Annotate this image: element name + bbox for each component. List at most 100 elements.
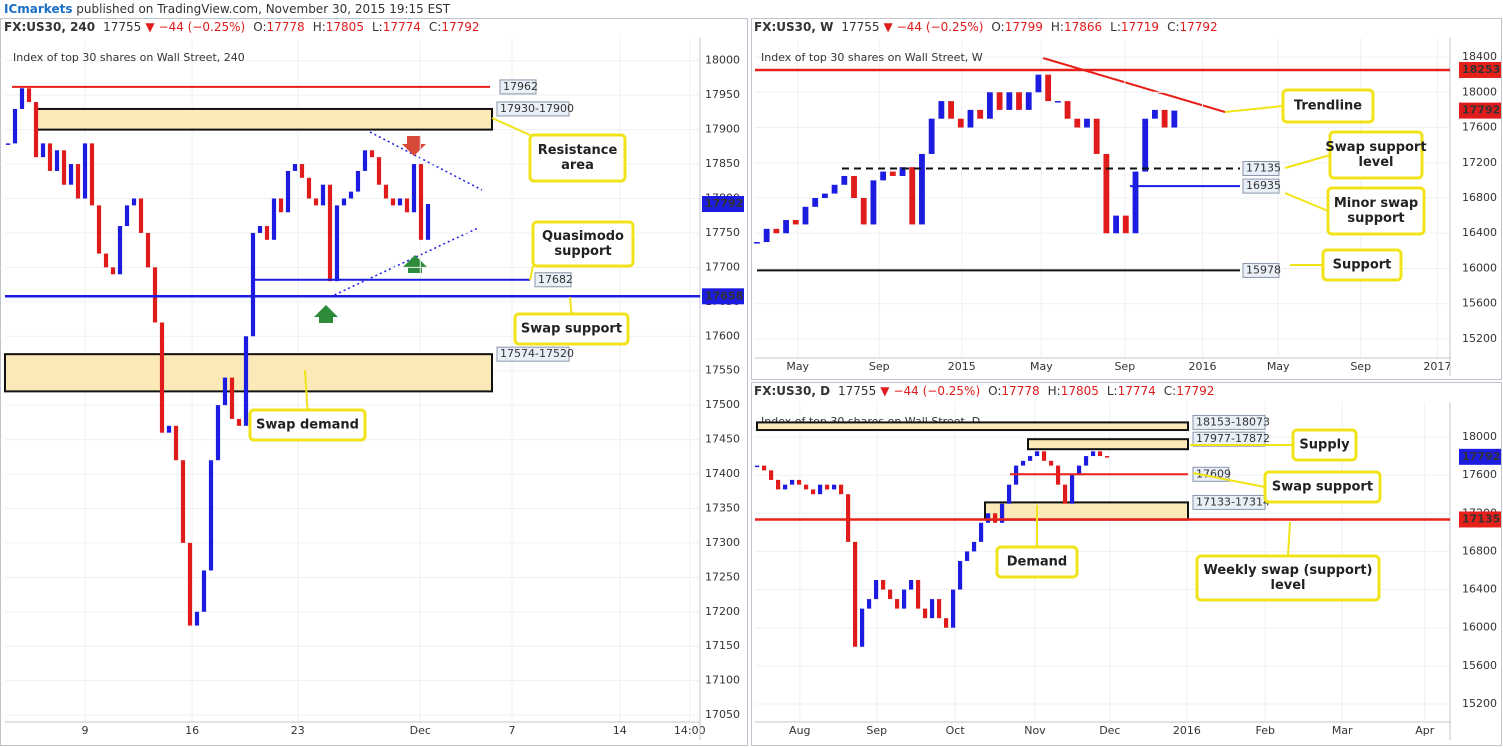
callout-box — [531, 220, 635, 268]
ohlc-label: O: — [253, 20, 266, 34]
chart-title: Index of top 30 shares on Wall Street, W — [761, 51, 983, 64]
candle — [89, 143, 95, 206]
candle — [1104, 456, 1110, 458]
axis-price-label: 17792 — [705, 197, 743, 210]
level-label: 16935 — [1246, 179, 1281, 192]
candle — [831, 484, 837, 490]
callout-text: support — [554, 244, 611, 259]
level-tag — [496, 101, 570, 117]
candle — [957, 118, 964, 128]
candle — [1122, 215, 1129, 234]
y-tick-label: 16800 — [1462, 544, 1497, 557]
level-label: 17135 — [1246, 161, 1281, 174]
x-tick-label: Apr — [1415, 724, 1435, 737]
candle — [103, 253, 109, 268]
candle — [802, 206, 809, 225]
callout-box — [513, 312, 630, 346]
candle — [285, 170, 291, 213]
brand[interactable]: ICmarkets — [4, 2, 72, 16]
zone — [756, 421, 1189, 432]
candle — [117, 226, 123, 275]
candle — [817, 484, 823, 495]
candle — [782, 484, 788, 490]
candle — [383, 184, 389, 199]
x-tick-label: 16 — [185, 724, 199, 737]
y-tick-label: 16800 — [1462, 191, 1497, 204]
x-tick-label: Dec — [1099, 724, 1120, 737]
ohlc-label: O: — [988, 384, 1001, 398]
change-arrow: ▼ — [880, 384, 890, 398]
axis-price-label: 18253 — [1462, 63, 1500, 76]
zone-label: 18153-18073 — [1196, 415, 1270, 428]
candle — [899, 167, 906, 176]
candle — [264, 226, 270, 240]
y-tick-label: 17300 — [705, 536, 740, 549]
candle — [1062, 484, 1068, 504]
publish-header: ICmarkets published on TradingView.com, … — [4, 2, 451, 16]
y-tick-label: 17600 — [705, 329, 740, 342]
callout-pointer — [569, 296, 573, 315]
y-tick-label: 17600 — [1462, 121, 1497, 134]
candle — [978, 522, 984, 542]
candle — [852, 541, 858, 647]
candle — [1076, 465, 1082, 476]
callout-text: Weekly swap (support) — [1203, 563, 1372, 578]
callout-text: support — [1347, 211, 1404, 226]
callout-pointer — [491, 117, 531, 136]
drawing-line — [329, 227, 479, 298]
candle — [1035, 74, 1042, 93]
candle — [1069, 475, 1075, 504]
candle — [859, 608, 865, 647]
y-tick-label: 17550 — [705, 364, 740, 377]
chart-header: FX:US30, 240 17755 ▼ −44 (−0.25%) O:17778 H:1… — [4, 20, 480, 34]
zone — [34, 107, 493, 131]
candle — [1054, 101, 1061, 103]
candle — [950, 589, 956, 628]
ohlc-value: 17778 — [1001, 384, 1039, 398]
x-tick-label: May — [786, 360, 809, 373]
x-tick-label: Sep — [866, 724, 887, 737]
candle — [82, 143, 88, 199]
zone-label: 17133-17314 — [1196, 495, 1270, 508]
x-tick-label: 7 — [508, 724, 515, 737]
y-tick-label: 15600 — [1462, 297, 1497, 310]
candle — [909, 167, 916, 225]
candle — [1113, 215, 1120, 234]
axis-price-tag — [702, 288, 744, 305]
axis-price-tag — [1459, 61, 1501, 78]
candle — [1006, 92, 1013, 110]
candle — [54, 150, 60, 171]
candle — [1161, 109, 1168, 128]
drawing-line — [369, 131, 483, 191]
candle — [938, 101, 945, 119]
y-tick-label: 17500 — [705, 398, 740, 411]
callout-text: Resistance — [538, 143, 618, 158]
callout-text: level — [1358, 155, 1393, 170]
callout-pointer — [1284, 192, 1329, 212]
ohlc-value: 17805 — [326, 20, 364, 34]
ohlc-value: 17792 — [1176, 384, 1214, 398]
panel-border — [751, 18, 1502, 380]
candle — [783, 220, 789, 234]
candle — [1020, 460, 1026, 466]
candle — [919, 153, 925, 225]
y-tick-label: 15600 — [1462, 659, 1497, 672]
y-tick-label: 15200 — [1462, 697, 1497, 710]
candle — [145, 232, 151, 268]
candle — [986, 92, 993, 119]
candle — [5, 143, 11, 145]
candle — [299, 164, 305, 178]
candle — [967, 109, 974, 128]
level-tag — [1242, 262, 1280, 278]
callout-box — [995, 545, 1079, 579]
level-tag — [1192, 414, 1266, 430]
change-arrow: ▼ — [884, 20, 894, 34]
callout-box — [248, 408, 367, 442]
candle — [369, 150, 375, 158]
candle — [880, 171, 887, 181]
x-tick-label: Sep — [1114, 360, 1135, 373]
candle — [821, 193, 828, 198]
y-tick-label: 16400 — [1462, 226, 1497, 239]
ohlc-value: 17866 — [1064, 20, 1102, 34]
candle — [278, 198, 284, 213]
